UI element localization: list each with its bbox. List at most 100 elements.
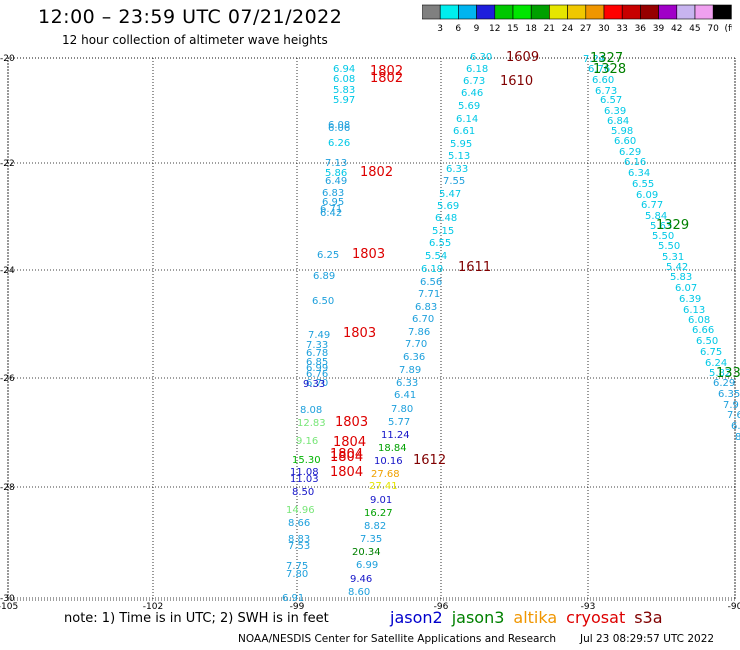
wave-height-reading: 6.60 bbox=[614, 136, 636, 147]
longitude-label: -105 bbox=[0, 602, 18, 610]
wave-height-reading: 6.33 bbox=[446, 164, 468, 175]
wave-height-reading: 9.01 bbox=[370, 495, 392, 506]
wave-height-reading: 6.39 bbox=[604, 106, 626, 117]
legend-label: 18 bbox=[525, 24, 537, 34]
wave-height-reading: 5.63 bbox=[650, 221, 672, 232]
wave-height-reading: 15.30 bbox=[292, 455, 321, 466]
wave-height-reading: 20.34 bbox=[352, 547, 381, 558]
satellite-key-item: jason2 bbox=[390, 608, 443, 627]
legend-label: 9 bbox=[474, 24, 480, 34]
wave-height-reading: 6.13 bbox=[683, 305, 705, 316]
legend-label: 12 bbox=[489, 24, 500, 34]
wave-height-reading: 6.50 bbox=[312, 296, 334, 307]
wave-height-reading: 5.77 bbox=[388, 417, 410, 428]
wave-height-reading: 6.78 bbox=[306, 348, 328, 359]
wave-height-reading: 14.96 bbox=[286, 505, 315, 516]
orbit-pass-label: 1804 bbox=[330, 465, 363, 480]
orbit-pass-label: 1802 bbox=[370, 64, 403, 79]
wave-height-reading: 7.91 bbox=[723, 400, 740, 411]
wave-height-reading: 8.66 bbox=[288, 518, 310, 529]
wave-height-reading: 6.55 bbox=[632, 179, 654, 190]
wave-height-reading: 7.33 bbox=[306, 340, 328, 351]
satellite-key-item: s3a bbox=[634, 608, 663, 627]
wave-height-reading: 5.98 bbox=[611, 126, 633, 137]
wave-height-reading: 6.30 bbox=[470, 52, 492, 63]
wave-height-reading: 7.53 bbox=[288, 541, 310, 552]
wave-height-reading: 8.50 bbox=[292, 487, 314, 498]
wave-height-reading: 6.08 bbox=[333, 74, 355, 85]
wave-height-reading: 9.33 bbox=[303, 379, 325, 390]
page-subtitle: 12 hour collection of altimeter wave hei… bbox=[62, 33, 328, 47]
wave-height-reading: 6.76 bbox=[306, 369, 328, 380]
wave-height-reading: 5.31 bbox=[662, 252, 684, 263]
wave-height-reading: 6.41 bbox=[394, 390, 416, 401]
wave-height-reading: 6.66 bbox=[692, 325, 714, 336]
wave-height-reading: 7.71 bbox=[418, 289, 440, 300]
longitude-label: -99 bbox=[290, 602, 305, 610]
wave-height-reading: 6.36 bbox=[403, 352, 425, 363]
wave-height-reading: 6.76 bbox=[588, 64, 610, 75]
wave-height-reading: 8.60 bbox=[348, 587, 370, 598]
wave-height-reading: 7.35 bbox=[360, 534, 382, 545]
latitude-label: -24 bbox=[0, 266, 15, 276]
generated-timestamp: Jul 23 08:29:57 UTC 2022 bbox=[580, 633, 715, 645]
legend-label: (ft) bbox=[725, 24, 732, 34]
orbit-pass-label: 1328 bbox=[593, 62, 626, 77]
wave-height-reading: 5.82 bbox=[709, 368, 731, 379]
wave-height-reading: 6.26 bbox=[328, 138, 350, 149]
wave-height-reading: 6.77 bbox=[641, 200, 663, 211]
wave-height-reading: 9.16 bbox=[296, 436, 318, 447]
wave-height-reading: 18.84 bbox=[378, 443, 407, 454]
wave-height-reading: 5.95 bbox=[450, 139, 472, 150]
orbit-pass-label: 1804 bbox=[330, 447, 363, 462]
wave-height-reading: 5.69 bbox=[437, 201, 459, 212]
orbit-pass-label: 1803 bbox=[343, 326, 376, 341]
wave-height-reading: 6.83 bbox=[415, 302, 437, 313]
legend-swatch bbox=[712, 4, 732, 20]
wave-height-reading: 5.83 bbox=[333, 85, 355, 96]
wave-height-reading: 6.70 bbox=[306, 378, 328, 389]
wave-height-reading: 6.14 bbox=[456, 114, 478, 125]
wave-height-reading: 6.91 bbox=[282, 593, 304, 604]
wave-height-reading: 7.89 bbox=[399, 365, 421, 376]
wave-height-reading: 6.84 bbox=[607, 116, 629, 127]
wave-height-reading: 5.69 bbox=[458, 101, 480, 112]
wave-height-reading: 8.08 bbox=[300, 405, 322, 416]
wave-height-reading: 6.85 bbox=[306, 357, 328, 368]
legend-label: 27 bbox=[580, 24, 591, 34]
wave-height-reading: 7.55 bbox=[443, 176, 465, 187]
orbit-pass-label: 1611 bbox=[458, 260, 491, 275]
latitude-label: -20 bbox=[0, 54, 15, 64]
latitude-label: -26 bbox=[0, 374, 15, 384]
legend-label: 21 bbox=[544, 24, 555, 34]
wave-height-reading: 6.55 bbox=[429, 238, 451, 249]
wave-height-reading: 6.73 bbox=[595, 86, 617, 97]
wave-height-reading: 6.89 bbox=[313, 271, 335, 282]
wave-height-reading: 6.29 bbox=[713, 378, 735, 389]
longitude-label: -96 bbox=[434, 602, 449, 610]
orbit-pass-label: 1804 bbox=[330, 450, 363, 465]
wave-height-reading: 10.16 bbox=[374, 456, 403, 467]
orbit-pass-label: 133 bbox=[716, 366, 740, 381]
latitude-label: -28 bbox=[0, 483, 15, 493]
wave-height-reading: 6.08 bbox=[328, 120, 350, 131]
wave-height-reading: 6.09 bbox=[636, 190, 658, 201]
legend-label: 3 bbox=[437, 24, 443, 34]
wave-height-reading: 7.13 bbox=[325, 158, 347, 169]
page-title: 12:00 – 23:59 UTC 07/21/2022 bbox=[38, 6, 343, 28]
wave-height-reading: 6.86 bbox=[731, 421, 740, 432]
wave-height-reading: 11.08 bbox=[290, 467, 319, 478]
legend-label: 24 bbox=[562, 24, 574, 34]
wave-height-reading: 6.42 bbox=[320, 208, 342, 219]
satellite-key-item: altika bbox=[513, 608, 558, 627]
longitude-label: -93 bbox=[581, 602, 596, 610]
wave-height-reading: 7.70 bbox=[405, 339, 427, 350]
wave-height-reading: 6.60 bbox=[592, 75, 614, 86]
wave-height-reading: 27.68 bbox=[371, 469, 400, 480]
credit-line: NOAA/NESDIS Center for Satellite Applica… bbox=[238, 633, 556, 645]
wave-height-reading: 8.83 bbox=[288, 534, 310, 545]
orbit-pass-label: 1612 bbox=[413, 453, 446, 468]
orbit-pass-label: 1609 bbox=[506, 50, 539, 65]
legend-label: 6 bbox=[455, 24, 461, 34]
wave-height-reading: 6.25 bbox=[317, 250, 339, 261]
